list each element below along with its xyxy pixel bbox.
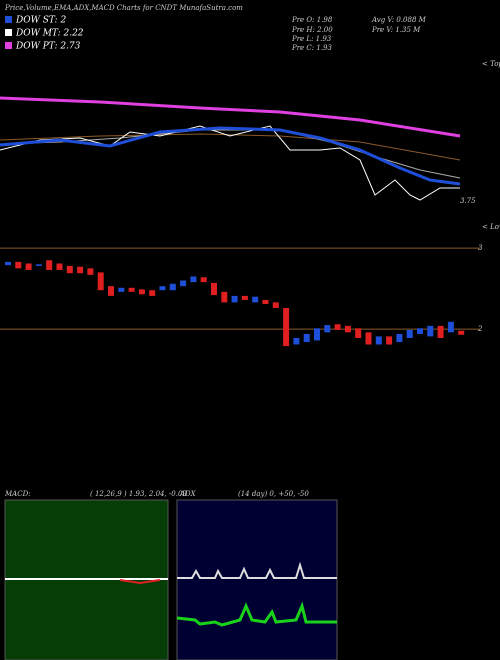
candle (87, 268, 94, 275)
candle (138, 289, 145, 295)
ema-line (0, 126, 461, 186)
candle (252, 296, 259, 303)
chart-title: Price,Volume,EMA,ADX,MACD Charts for CND… (4, 4, 243, 12)
info: Pre L: 1.93 (291, 35, 332, 43)
legend-label: DOW MT: 2.22 (15, 29, 84, 39)
y-tick-label: 3 (478, 244, 483, 252)
last-label: 3.75 (460, 197, 476, 205)
candle (97, 272, 104, 291)
candle (15, 261, 22, 269)
info: Avg V: 0.088 M (371, 16, 427, 24)
candle (365, 332, 372, 345)
candle (25, 263, 32, 270)
candle (66, 265, 73, 274)
candle (396, 333, 403, 343)
ema-line (0, 96, 461, 138)
candle (231, 295, 238, 303)
candle (303, 333, 310, 343)
candle (447, 321, 454, 333)
candle (108, 286, 114, 296)
info: Pre O: 1.98 (291, 16, 333, 24)
candle (211, 282, 217, 296)
candle (77, 266, 84, 274)
candle (190, 276, 197, 283)
info: Pre V: 1.35 M (371, 26, 421, 34)
candle (355, 328, 362, 339)
candle (149, 290, 156, 296)
candle (324, 325, 331, 333)
legend-swatch (5, 29, 12, 36)
candle (375, 336, 382, 345)
candle (314, 328, 320, 341)
candle (344, 325, 351, 333)
candle (200, 277, 207, 283)
info: Pre H: 2.00 (291, 26, 333, 34)
candle (5, 261, 11, 266)
legend-swatch (5, 16, 12, 23)
candle (46, 260, 53, 270)
candle (56, 263, 63, 270)
candle (128, 287, 135, 292)
candle (406, 329, 413, 339)
candle (272, 302, 279, 309)
candle (180, 280, 187, 287)
y-tick-label: 2 (477, 325, 483, 333)
adx-label: ADX (179, 490, 197, 498)
legend-label: DOW ST: 2 (15, 16, 66, 26)
candle (334, 324, 341, 330)
candle (293, 338, 300, 345)
legend-label: DOW PT: 2.73 (15, 42, 81, 52)
candle (262, 299, 269, 304)
ema-line (0, 133, 461, 161)
adx-panel (176, 499, 338, 660)
di-line (176, 601, 337, 627)
candle (118, 287, 125, 292)
candle (417, 328, 423, 334)
lows-label: < Lows (482, 223, 500, 231)
candle (35, 264, 42, 266)
macd-params: ( 12,26,9 ) 1.93, 2.04, -0.09 (90, 490, 187, 498)
info: Pre C: 1.93 (291, 44, 332, 52)
candle (241, 295, 248, 300)
tops-label: < Tops (482, 60, 500, 68)
candle (283, 308, 290, 347)
adx-line (177, 561, 337, 579)
signal-line (119, 579, 161, 585)
candle (458, 330, 465, 335)
candle (169, 283, 176, 291)
macd-label: MACD: (4, 490, 31, 498)
candle (437, 325, 444, 339)
candle (221, 291, 228, 303)
candle (386, 336, 393, 345)
adx-params: (14 day) 0, +50, -50 (238, 490, 309, 498)
legend-swatch (5, 42, 12, 49)
candle (427, 325, 434, 337)
candle (159, 286, 166, 291)
